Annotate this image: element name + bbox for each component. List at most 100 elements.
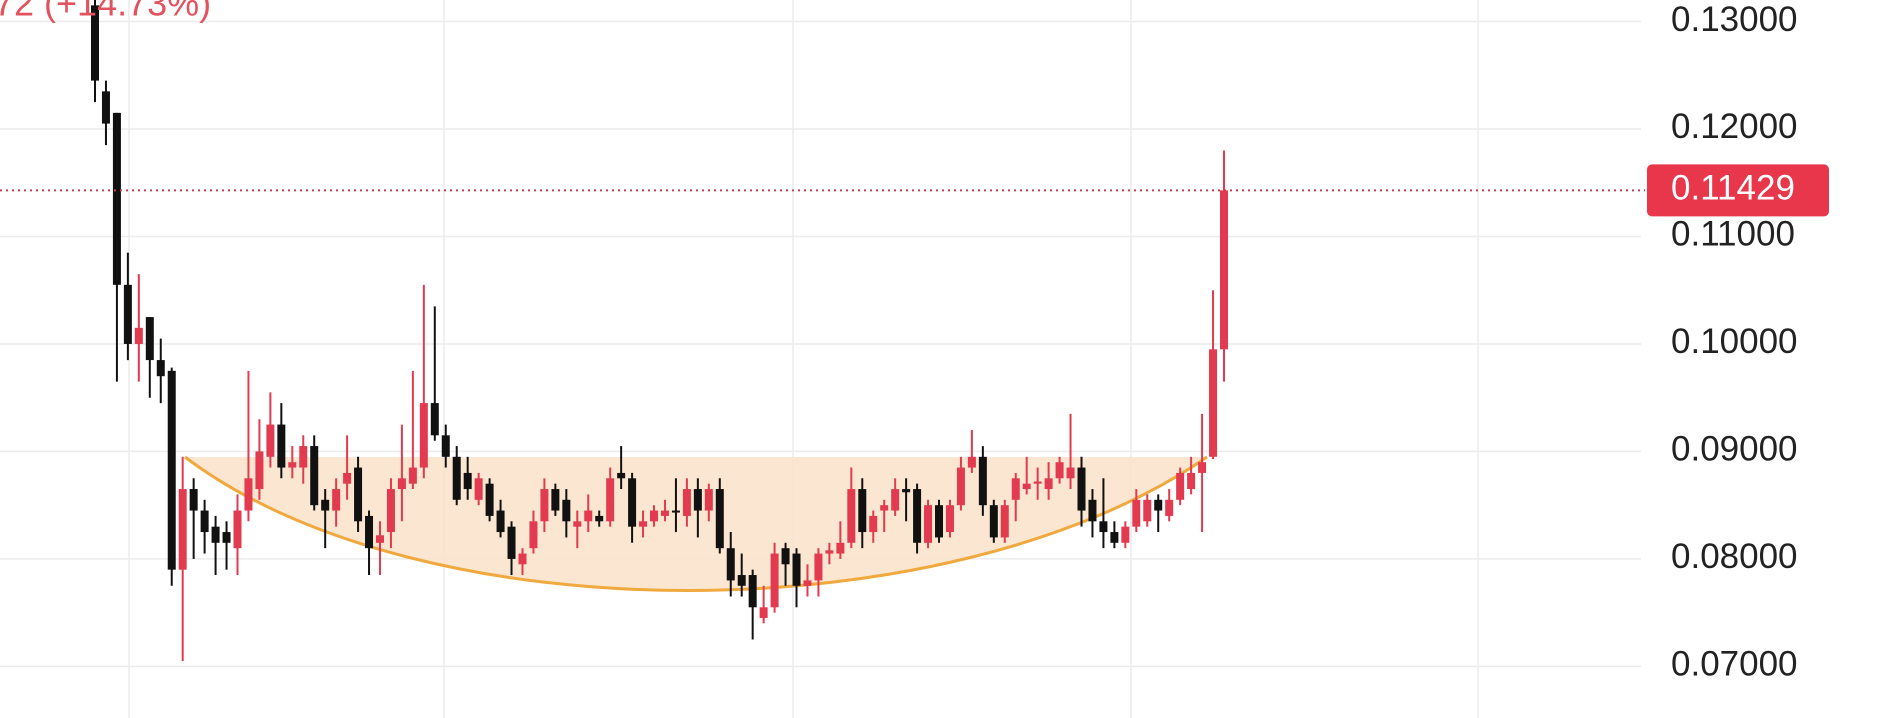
candle-body: [518, 553, 527, 565]
candle-body: [441, 435, 450, 457]
candle-body: [847, 489, 856, 543]
candle-body: [408, 467, 417, 484]
candle-body: [211, 526, 220, 543]
candle-body: [452, 456, 461, 500]
candle-body: [978, 456, 987, 506]
last-price-badge: [1647, 164, 1829, 217]
candle-body: [1176, 472, 1185, 500]
candle-body: [715, 489, 724, 549]
last-price-label: 0.11429: [1671, 169, 1795, 208]
header-change: 72 (+14.73%): [0, 0, 211, 24]
candle-body: [792, 553, 801, 586]
candle-body: [123, 284, 132, 344]
candle-body: [781, 548, 790, 565]
candle-body: [803, 580, 812, 586]
candle-body: [770, 553, 779, 608]
candle-body: [584, 510, 593, 522]
candle-body: [650, 510, 659, 522]
candle-body: [365, 515, 374, 549]
candle-body: [869, 515, 878, 533]
vertical-grid: [128, 0, 1479, 718]
candle-body: [189, 489, 198, 511]
candle-body: [507, 526, 516, 559]
candle-body: [924, 505, 933, 543]
candle-body: [737, 575, 746, 586]
candle-body: [145, 317, 154, 361]
candle-body: [628, 478, 637, 527]
candle-body: [660, 510, 669, 516]
candle-body: [682, 489, 691, 516]
last-price: 0.11429: [0, 164, 1829, 217]
candle-body: [222, 532, 231, 543]
candle-body: [595, 515, 604, 522]
candle-body: [233, 510, 242, 549]
candle-body: [1011, 478, 1020, 500]
candle-body: [1165, 499, 1174, 516]
candle-body: [1022, 483, 1031, 490]
candle-body: [332, 489, 341, 511]
candle-body: [1110, 532, 1119, 543]
candle-body: [321, 499, 330, 511]
candle-body: [956, 467, 965, 506]
y-tick-label: 0.11000: [1671, 215, 1795, 254]
candle-body: [1077, 467, 1086, 511]
candle-body: [354, 467, 363, 522]
candle-body: [1000, 505, 1009, 538]
candle-body: [485, 483, 494, 516]
candle-body: [178, 489, 187, 570]
y-tick-label: 0.12000: [1671, 107, 1798, 146]
candle-body: [343, 472, 352, 484]
candle-body: [463, 472, 472, 490]
candle-body: [1066, 467, 1075, 479]
candle-body: [606, 478, 615, 522]
candle-body: [419, 403, 428, 468]
candle-body: [1143, 499, 1152, 522]
cup-pattern: [184, 455, 1208, 592]
candle-body: [244, 478, 253, 511]
y-tick-label: 0.10000: [1671, 322, 1798, 361]
candle-body: [167, 370, 176, 570]
candle-body: [989, 505, 998, 538]
candle-body: [573, 521, 582, 527]
candle-body: [617, 472, 626, 479]
cup-area: [185, 457, 1207, 591]
candle-body: [1044, 478, 1053, 490]
cup-curve: [184, 455, 1208, 592]
candle-body: [101, 91, 110, 124]
candle-body: [288, 462, 297, 468]
candle-body: [1033, 481, 1042, 484]
candle-body: [671, 510, 680, 513]
candle-body: [91, 5, 99, 81]
candle-body: [693, 489, 702, 511]
candle-body: [891, 489, 900, 511]
y-tick-label: 0.08000: [1671, 537, 1798, 576]
candle-body: [1187, 472, 1196, 490]
candle-body: [200, 510, 209, 533]
candle-body: [814, 553, 823, 581]
candle-body: [375, 535, 384, 543]
candle-body: [1198, 462, 1207, 473]
candles: [91, 0, 1228, 662]
candle-body: [1209, 349, 1218, 457]
candle-body: [836, 542, 845, 554]
candle-body: [967, 456, 976, 468]
candle-body: [156, 360, 165, 377]
candle-body: [858, 489, 867, 533]
candle-body: [430, 403, 439, 436]
candle-body: [1220, 190, 1228, 350]
candle-body: [529, 521, 538, 549]
candle-body: [913, 489, 922, 543]
candle-body: [299, 446, 308, 468]
candle-body: [562, 499, 571, 522]
candle-body: [386, 489, 395, 533]
candle-body: [726, 548, 735, 581]
y-axis: 0.07000 0.08000 0.09000 0.10000 0.11000 0.120…: [1671, 0, 1798, 684]
candle-body: [1132, 499, 1141, 527]
candle-body: [1055, 462, 1064, 479]
candle-body: [496, 510, 505, 533]
y-tick-label: 0.07000: [1671, 645, 1798, 684]
candle-body: [1154, 499, 1163, 511]
candle-body: [639, 521, 648, 527]
